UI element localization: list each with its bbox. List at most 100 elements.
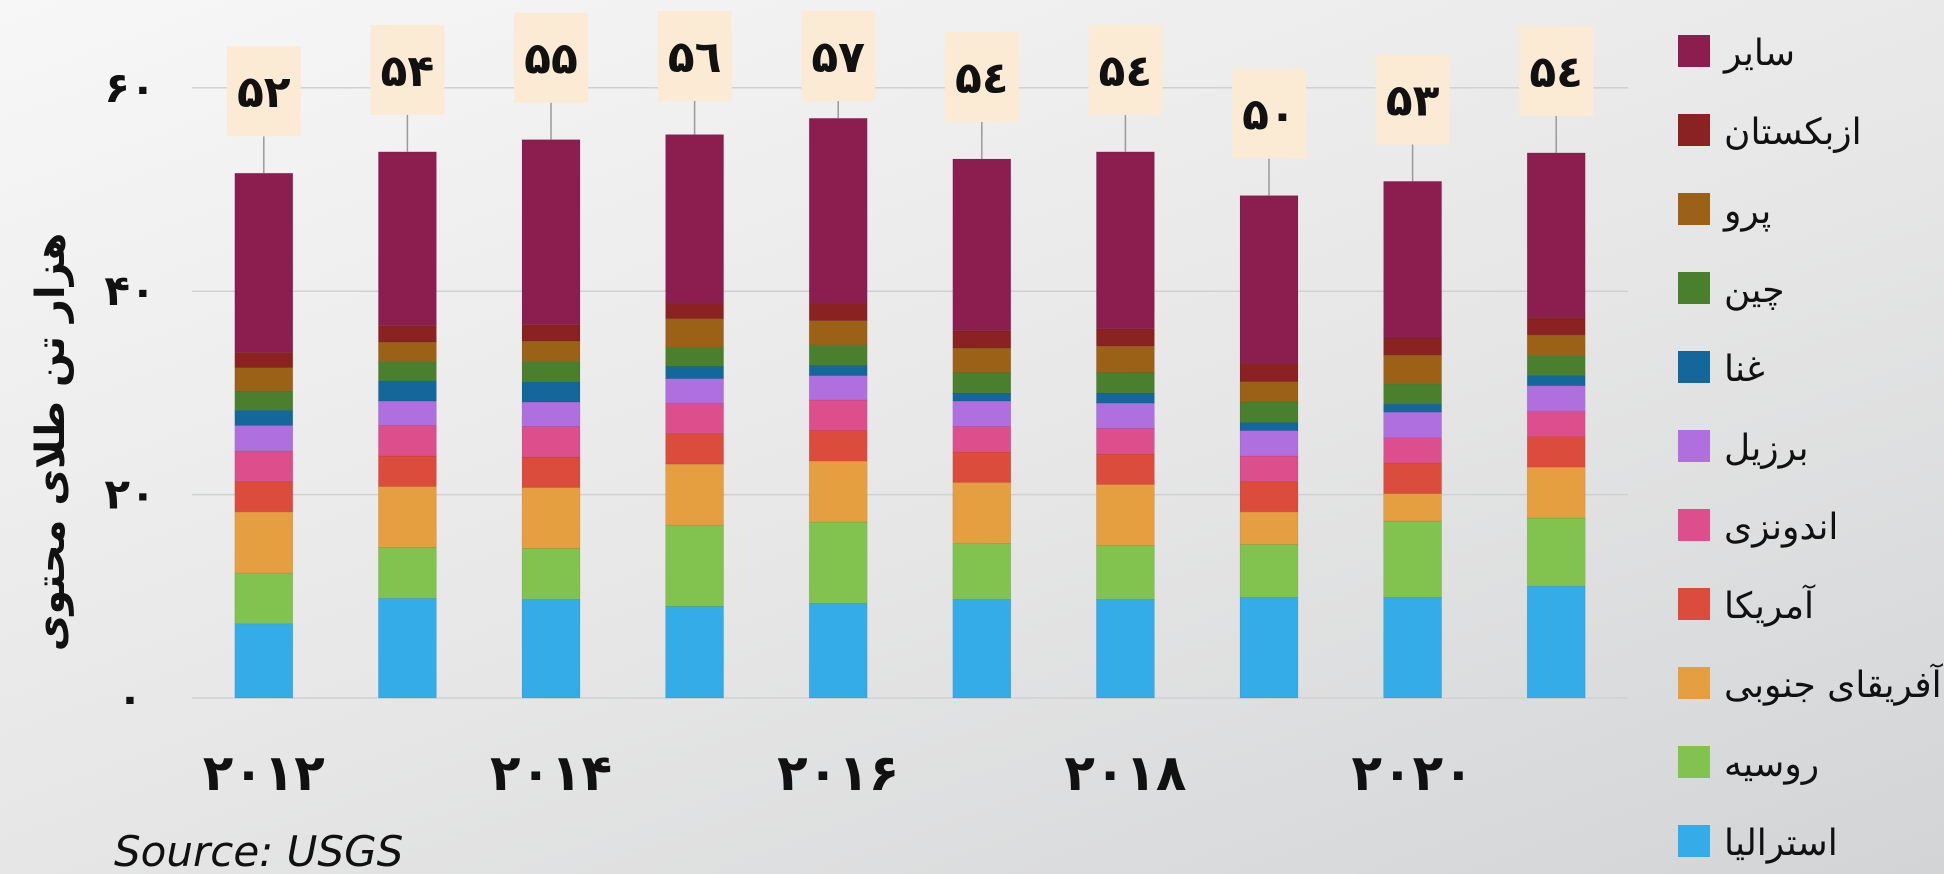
bar-segment [1383, 411, 1442, 438]
bar-segment [1239, 422, 1299, 431]
bar-segment [378, 547, 437, 599]
legend-swatch [1678, 35, 1710, 67]
legend-label: پرو [1722, 191, 1771, 232]
bar-segment [521, 487, 581, 549]
bar-segment [378, 425, 437, 457]
x-tick-label: ۲۰۱۶ [777, 744, 899, 802]
legend-swatch [1678, 351, 1710, 383]
bar-segment [1096, 599, 1155, 699]
bar-segment [1096, 372, 1155, 394]
bar-segment [1526, 466, 1586, 519]
legend-label: استرالیا [1724, 823, 1838, 864]
bar-segment [378, 486, 437, 548]
bar-segment [1526, 317, 1586, 336]
bar-segment [665, 606, 724, 699]
legend-label: آمریکا [1724, 583, 1816, 627]
total-label: ۵٤ [955, 53, 1009, 104]
bar-segment [808, 303, 868, 321]
bar-segment [1383, 462, 1442, 494]
bar-segment [378, 325, 437, 343]
bar-segment [521, 340, 581, 362]
bar-segment [1526, 385, 1586, 412]
bar-segment [952, 451, 1012, 483]
bar-segment [1383, 437, 1442, 464]
bar-segment [1239, 597, 1299, 699]
total-label-box [1088, 24, 1163, 115]
bar-segment [1383, 383, 1442, 405]
total-label-box [226, 46, 301, 137]
bar-segment [1239, 511, 1299, 545]
legend-label: اندونزی [1724, 507, 1838, 548]
bar-segment [952, 599, 1012, 699]
legend-swatch [1678, 509, 1710, 541]
legend-swatch [1678, 746, 1710, 778]
legend-label: روسیه [1724, 744, 1819, 785]
total-label: ۵۴ [381, 46, 435, 97]
bar-segment [808, 375, 868, 401]
total-label: ۵٦ [668, 32, 722, 83]
bar-segment [1383, 337, 1442, 356]
bar-segment [952, 482, 1012, 544]
legend-label: سایر [1722, 33, 1795, 74]
bar-segment [808, 344, 868, 366]
bar-segment [378, 151, 437, 327]
bar-segment [665, 402, 724, 434]
y-tick-label: ۰ [117, 673, 143, 722]
bar-segment [1096, 428, 1155, 455]
y-axis-label: هزار تن طلای محتوی [28, 233, 74, 652]
bar-segment [952, 330, 1012, 349]
bar-segment [808, 521, 868, 604]
total-label-box [1232, 68, 1306, 159]
bar-segment [1096, 392, 1155, 404]
bar-segment [952, 372, 1012, 394]
y-tick-label: ۴۰ [104, 266, 155, 315]
y-tick-label: ۶۰ [104, 63, 155, 112]
bar-segment [1383, 520, 1442, 598]
bar-segment [521, 548, 581, 600]
bar-segment [378, 341, 437, 362]
bar-segment [1383, 493, 1442, 522]
legend-label: غنا [1724, 349, 1765, 390]
bar-segment [234, 623, 294, 699]
bar-segment [808, 460, 868, 523]
bar-segment [1096, 328, 1155, 347]
total-label: ۵٤ [1099, 46, 1153, 97]
legend-label: برزیل [1724, 428, 1809, 469]
bar-segment [378, 598, 437, 699]
bar-segment [1526, 334, 1586, 356]
bar-segment [808, 399, 868, 431]
total-label-box [944, 31, 1019, 122]
bar-segment [1383, 597, 1442, 699]
bars: ۵۲ ۵۴ ۵۵ ۵٦ ۵۷ ۵٤ ۵٤ ۵۰ ۵۳ ۵٤ [226, 11, 1594, 699]
bar-segment [1096, 484, 1155, 546]
bar-segment [378, 400, 437, 426]
bar-segment [234, 481, 294, 513]
legend-label: ازبکستان [1724, 112, 1862, 153]
total-label: ۵٤ [1529, 47, 1583, 98]
bar-segment [665, 524, 724, 607]
bar-segment [1526, 152, 1586, 318]
total-label-box [1375, 54, 1450, 145]
bar-segment [234, 390, 294, 411]
source-note: Source: USGS [114, 827, 403, 874]
bar-segment [1239, 544, 1299, 598]
bar-segment [808, 365, 868, 376]
bar-segment [665, 134, 724, 304]
bar-segment [808, 320, 868, 346]
bar-segment [234, 450, 294, 482]
bar-segment [665, 346, 724, 367]
bar-segment [952, 158, 1012, 332]
legend-swatch [1678, 825, 1710, 857]
bar-segment [1383, 403, 1442, 413]
total-label-box [801, 11, 876, 101]
bar-segment [1239, 195, 1299, 364]
total-label-box [657, 11, 732, 101]
legend-label: چین [1724, 270, 1785, 311]
legend: سایر ازبکستان پرو چین غنا برزیل اندونزی آمریکا آ… [1678, 33, 1944, 864]
bar-segment [665, 366, 724, 379]
bar-segment [1526, 375, 1586, 387]
bar-segment [378, 380, 437, 402]
bar-segment [1383, 181, 1442, 339]
bar-segment [234, 511, 294, 574]
y-tick-label: ۲۰ [104, 470, 155, 519]
